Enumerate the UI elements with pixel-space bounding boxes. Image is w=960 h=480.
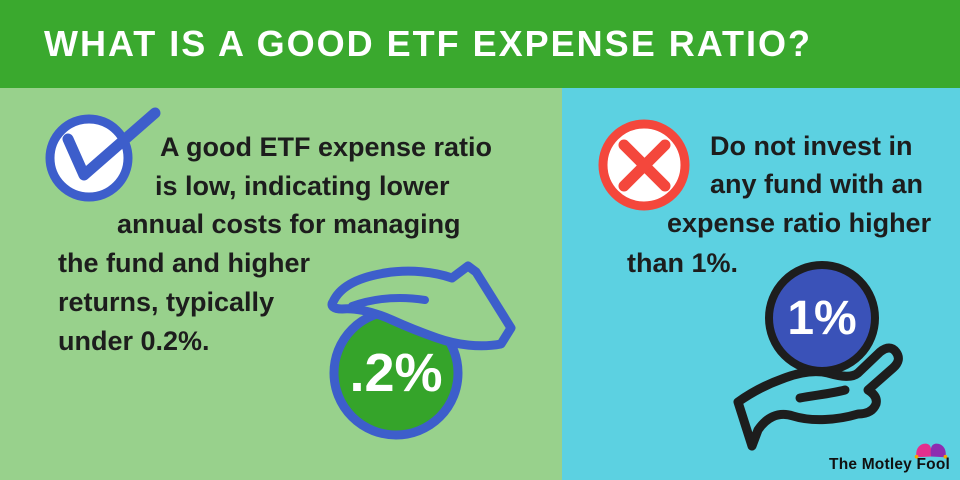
- bad-text-line: than 1%.: [627, 248, 739, 278]
- good-text-line: annual costs for managing: [117, 209, 461, 239]
- good-text-line: under 0.2%.: [58, 326, 210, 356]
- hand-over-coin-illustration: [327, 261, 516, 440]
- bad-text-line: expense ratio higher: [667, 208, 932, 238]
- brand-logo-text: The Motley Fool: [829, 456, 950, 473]
- good-text-line: A good ETF expense ratio: [160, 132, 493, 162]
- good-text-line: is low, indicating lower: [155, 171, 450, 201]
- jester-cap-icon: [914, 443, 948, 459]
- good-text-line: the fund and higher: [58, 248, 310, 278]
- page-title: WHAT IS A GOOD ETF EXPENSE RATIO?: [44, 23, 813, 64]
- check-icon: [45, 107, 161, 202]
- x-icon: [598, 119, 690, 211]
- bad-text-line: Do not invest in: [710, 131, 913, 161]
- good-text-line: returns, typically: [58, 287, 275, 317]
- bad-coin-value: 1%: [787, 291, 857, 345]
- good-coin-value: .2%: [349, 343, 443, 403]
- bad-text-line: any fund with an: [710, 169, 923, 199]
- title-banner: WHAT IS A GOOD ETF EXPENSE RATIO?: [0, 0, 960, 88]
- hand-holding-coin-illustration: [733, 261, 903, 451]
